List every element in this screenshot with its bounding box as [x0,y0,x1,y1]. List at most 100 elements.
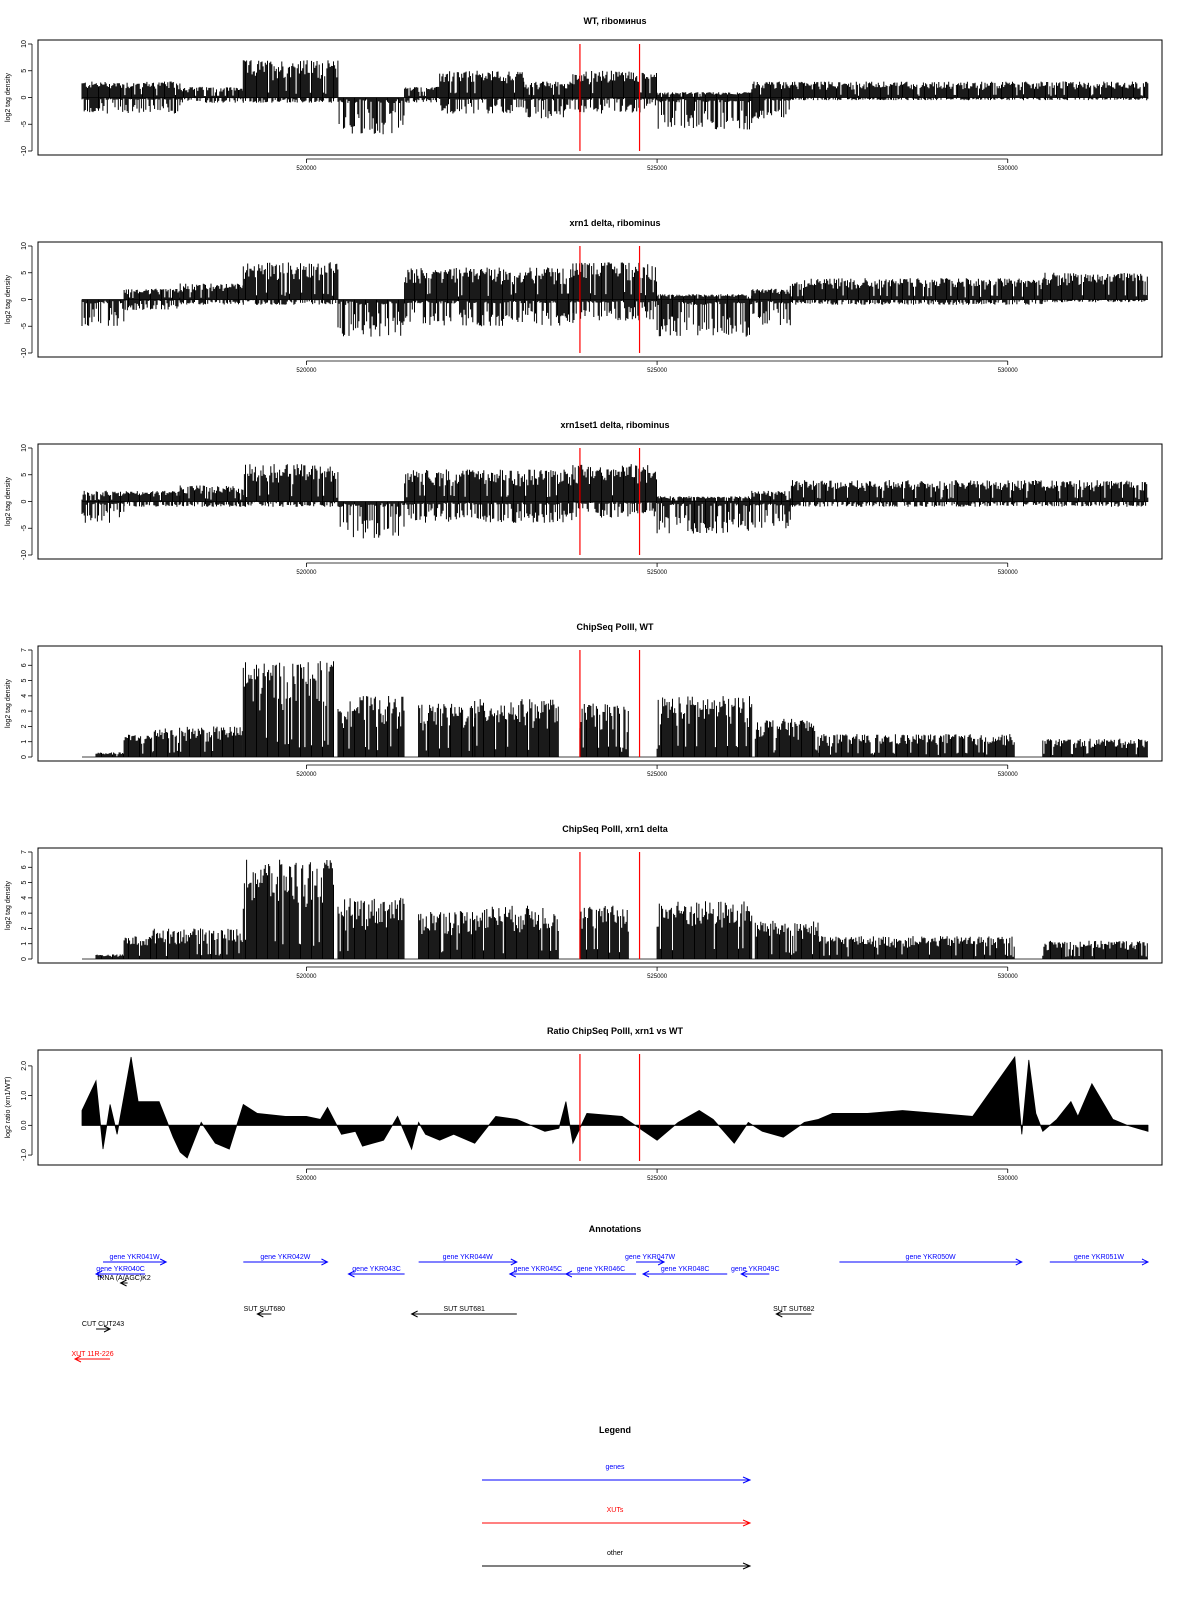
annotations-title: Annotations [589,1224,642,1234]
annotation-label: tRNA (A/AGC)K2 [97,1275,150,1282]
arrow-head-icon [742,1562,752,1570]
tag-bars [418,911,476,959]
annotation-label: gene YKR040C [96,1266,145,1273]
legend-item-xut: XUTs [482,1507,752,1527]
annotation-other: SUT SUT681 [410,1306,517,1318]
y-tick-label: 5 [21,69,28,73]
annotation-gene: gene YKR043C [347,1266,405,1278]
tag-bars [418,703,476,757]
y-tick-label: 3 [21,911,28,915]
tag-bars [242,60,339,103]
y-axis-label: log2 tag density [5,72,12,122]
tag-bars [817,734,1015,757]
y-tick-label: 1 [21,740,28,744]
panel-title: ChipSeq PolII, xrn1 delta [562,824,669,834]
x-tick-label: 520000 [296,570,317,576]
arrow-head-icon [321,1258,329,1266]
plot-frame [37,847,1163,964]
tag-bars [81,490,125,523]
tag-bars [817,936,1015,959]
annotation-gene: gene YKR041W [103,1254,168,1266]
tag-bars [572,262,657,321]
plot-frame [37,443,1163,560]
tag-bars [337,696,405,757]
arrow-head-icon [1141,1258,1150,1266]
tag-bars [95,954,124,959]
tag-bars [474,905,559,959]
arrow-head-icon [775,1310,783,1318]
tag-bars [337,897,405,959]
annotation-gene: gene YKR046C [564,1266,637,1278]
x-tick-label: 525000 [647,974,668,980]
annotation-other: SUT SUT680 [244,1306,286,1318]
y-tick-label: 0 [21,957,28,961]
arrow-head-icon [103,1325,112,1333]
x-tick-label: 525000 [647,368,668,374]
tag-bars [656,294,753,337]
tag-bars [474,699,559,757]
x-tick-label: 530000 [998,1176,1019,1182]
annotations-panel: Annotations gene YKR041W gene YKR040C tRNA… [71,1224,1150,1363]
arrow-head-icon [641,1270,650,1278]
legend-label: other [607,1550,624,1557]
y-tick-label: 5 [21,679,28,683]
y-tick-label: 6 [21,865,28,869]
arrow-head-icon [740,1270,748,1278]
y-tick-label: -10 [21,550,28,560]
panel-title: WT, riboминus [583,16,646,26]
legend-title: Legend [599,1425,631,1435]
y-tick-label: 1.0 [21,1091,28,1101]
plot-frame [37,39,1163,156]
y-tick-label: 4 [21,694,28,698]
y-axis-label: log2 ratio (xrn1/WT) [5,1077,12,1139]
y-tick-label: 2 [21,926,28,930]
tag-bars [754,718,819,757]
x-tick-label: 520000 [296,166,317,172]
annotation-label: CUT CUT243 [82,1321,124,1328]
annotation-gene: gene YKR051W [1049,1254,1150,1266]
arrow-head-icon [742,1519,752,1527]
tag-bars [404,469,574,523]
panel-1: WT, riboминus -10 -5 0 5 10 log2 tag density 52… [5,16,1163,172]
tag-bars [404,86,440,103]
y-tick-label: 1 [21,942,28,946]
y-tick-label: -5 [21,323,28,329]
ratio-area [81,1055,1149,1159]
annotation-label: SUT SUT681 [443,1306,485,1313]
y-tick-label: 0 [21,297,28,301]
signal-track [81,464,1149,539]
y-tick-label: 2.0 [21,1061,28,1071]
y-axis-label: log2 tag density [5,678,12,728]
annotation-label: gene YKR045C [514,1266,563,1273]
panel-title: Ratio ChipSeq PolII, xrn1 vs WT [547,1026,684,1036]
tag-bars [1042,738,1148,757]
plot-frame [37,1049,1163,1166]
tag-bars [439,70,524,114]
arrow-head-icon [73,1355,82,1363]
y-tick-label: 0 [21,755,28,759]
tag-bars [656,901,753,959]
annotation-gene: gene YKR040C [94,1266,146,1278]
tag-bars [123,734,153,757]
arrow-head-icon [347,1270,355,1278]
annotation-gene: gene YKR049C [731,1266,780,1278]
annotation-gene: gene YKR045C [508,1266,566,1278]
annotation-label: gene YKR051W [1074,1254,1124,1261]
y-axis-label: log2 tag density [5,274,12,324]
tag-bars [95,752,124,757]
arrow-head-icon [94,1270,103,1278]
plot-frame [37,645,1163,762]
signal-track [81,1055,1149,1159]
x-tick-label: 530000 [998,570,1019,576]
annotation-gene: gene YKR048C [641,1266,728,1278]
x-tick-label: 525000 [647,772,668,778]
legend-panel: Legend genes XUTs other [482,1425,752,1570]
plot-frame [37,241,1163,358]
annotation-label: SUT SUT682 [773,1306,815,1313]
legend-item-other: other [482,1550,752,1570]
tag-bars [572,464,657,518]
x-tick-label: 520000 [296,974,317,980]
annotation-gene: gene YKR047W [625,1254,675,1266]
annotation-label: SUT SUT680 [244,1306,286,1313]
